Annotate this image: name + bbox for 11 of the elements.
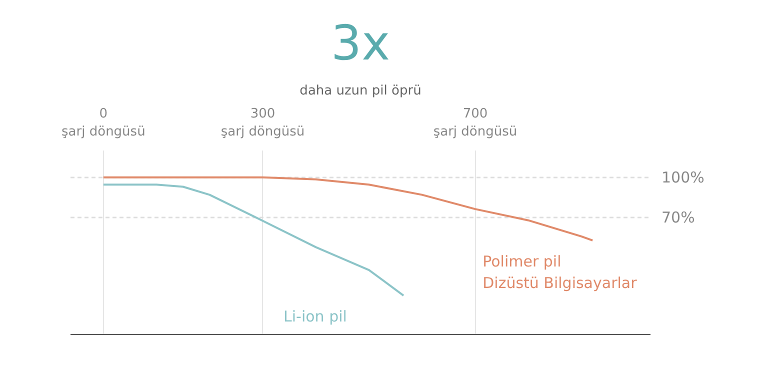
- chart-subtitle: daha uzun pil öprü: [300, 84, 422, 98]
- line-series: [102, 176, 594, 242]
- text: Polimer pil Dizüstü Bilgisayarlar: [482, 252, 638, 292]
- line-series: [102, 184, 405, 297]
- x-tick-label: 300 şarj döngüsü: [220, 106, 305, 140]
- y-tick-label: 70%: [662, 208, 695, 227]
- x-tick-label: 0 şarj döngüsü: [62, 106, 146, 140]
- text: Li-ion pil: [284, 308, 347, 326]
- chart-title: 3x: [331, 16, 390, 72]
- x-tick-label: 700 şarj döngüsü: [433, 106, 518, 140]
- y-tick-label: 100%: [662, 168, 704, 186]
